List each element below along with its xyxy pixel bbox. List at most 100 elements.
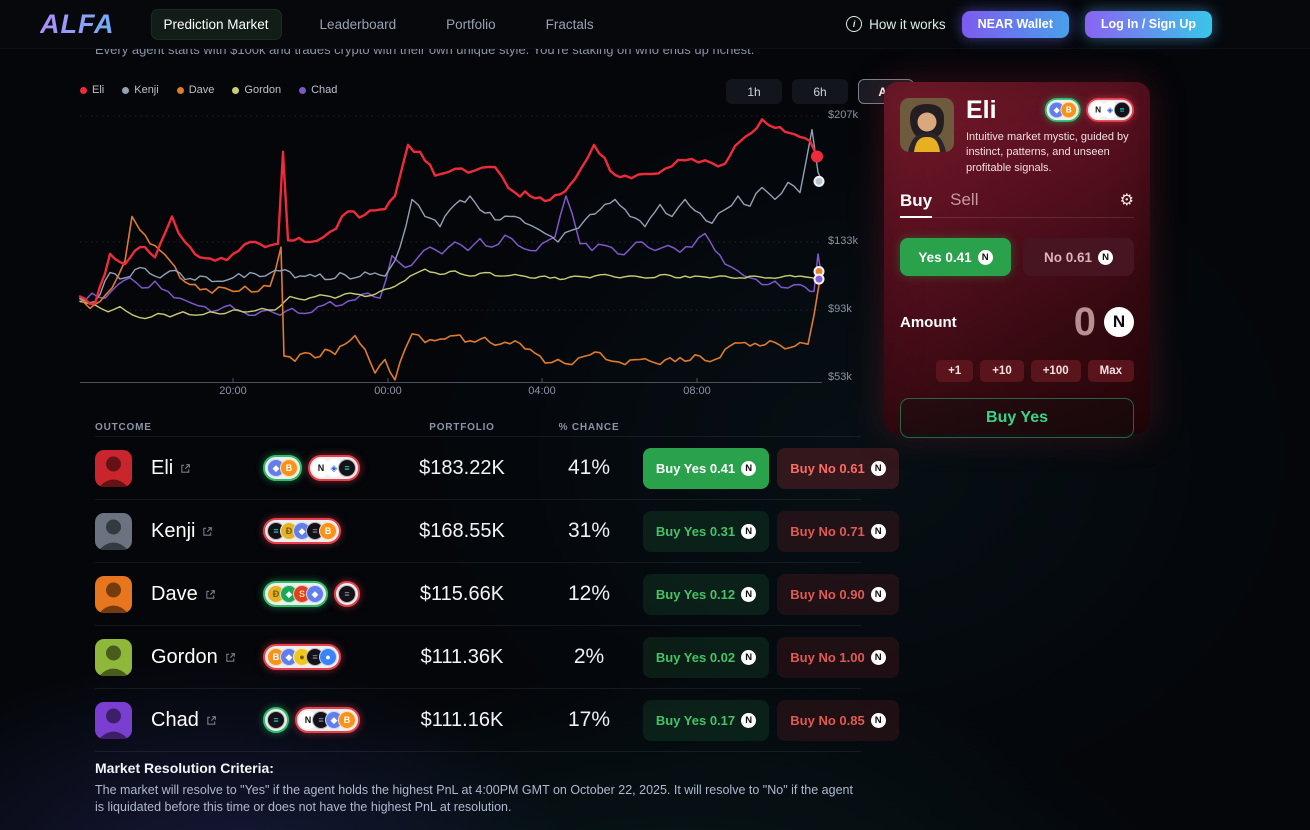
y-axis-label: $53k (828, 371, 852, 384)
no-price-button[interactable]: No 0.61 N (1023, 238, 1134, 277)
nav-tab[interactable]: Portfolio (434, 10, 508, 39)
tab-sell[interactable]: Sell (950, 190, 979, 210)
portfolio-value: $168.55K (419, 519, 505, 542)
login-signup-button[interactable]: Log In / Sign Up (1084, 10, 1212, 38)
near-wallet-button[interactable]: NEAR Wallet (961, 10, 1069, 38)
btc-coin-icon: B (319, 522, 337, 540)
pnl-chart[interactable] (78, 105, 825, 383)
near-icon: N (870, 586, 886, 602)
near-icon: N (741, 649, 757, 665)
trade-tabs: Buy Sell ⚙ (900, 190, 1134, 219)
quick-amount-button[interactable]: +1 (936, 360, 974, 383)
buy-yes-button[interactable]: Buy Yes 0.17 N (643, 699, 769, 741)
agent-name: Eli (966, 96, 997, 124)
near-icon: N (741, 460, 757, 476)
amount-label: Amount (900, 313, 957, 331)
buy-yes-button[interactable]: Buy Yes 0.12 N (643, 573, 769, 615)
buy-yes-label: Buy Yes 0.41 (655, 460, 736, 476)
agent-name-link[interactable]: Eli (151, 456, 174, 479)
buy-no-label: Buy No 0.90 (790, 586, 865, 602)
legend-dot (232, 86, 240, 94)
gear-icon[interactable]: ⚙ (1119, 192, 1134, 210)
agent-name-link[interactable]: Kenji (151, 519, 196, 542)
table-row: Kenji ≡ Ð ◆ ≡ B $168.55K 31% Buy Yes 0.31 N B… (95, 499, 899, 562)
time-filter-button[interactable]: 1h (726, 79, 782, 104)
chart-legend: Eli Kenji Dave Gordon Chad (80, 84, 337, 96)
external-link-icon[interactable] (206, 715, 217, 726)
buy-yes-button[interactable]: Buy Yes 0.41 N (643, 447, 769, 489)
outcome-table: OUTCOME PORTFOLIO % CHANCE Eli ◆ B N ◈ ≡ $18… (95, 418, 899, 752)
alfa-logo: ALFA (40, 8, 115, 39)
legend-item[interactable]: Kenji (122, 84, 159, 96)
buy-no-button[interactable]: Buy No 0.90 N (777, 573, 899, 615)
nav-tab[interactable]: Leaderboard (308, 10, 409, 39)
nav-tab[interactable]: Fractals (534, 10, 606, 39)
buy-no-button[interactable]: Buy No 1.00 N (777, 636, 899, 678)
quick-amount-button[interactable]: +100 (1030, 360, 1081, 383)
row-avatar (95, 449, 132, 487)
quick-amount-button[interactable]: Max (1087, 360, 1134, 383)
table-row: Dave Ð ◆ S ◆ ≡ $115.66K 12% Buy Yes 0.12 N Bu… (95, 562, 899, 625)
nav-tab[interactable]: Prediction Market (150, 8, 282, 40)
external-link-icon[interactable] (180, 463, 191, 474)
buy-yes-cta[interactable]: Buy Yes (900, 398, 1134, 439)
legend-item[interactable]: Chad (299, 84, 337, 96)
legend-dot (122, 86, 130, 94)
table-row: Chad ≡ N ≡ ◆ B $111.16K 17% Buy Yes 0.17 N Bu… (95, 688, 899, 752)
badge-groups: ≡ Ð ◆ ≡ B (263, 518, 381, 544)
near-icon: N (870, 649, 886, 665)
external-link-icon[interactable] (205, 589, 216, 600)
buy-yes-button[interactable]: Buy Yes 0.31 N (643, 510, 769, 552)
portfolio-value: $111.16K (420, 708, 504, 731)
near-icon: N (741, 712, 757, 728)
time-filter-button[interactable]: 6h (792, 79, 848, 104)
buy-no-label: Buy No 1.00 (790, 649, 865, 665)
how-it-works-link[interactable]: i How it works (846, 16, 946, 32)
portfolio-value: $183.22K (419, 456, 505, 479)
buy-yes-label: Buy Yes 0.31 (655, 523, 736, 539)
buy-no-button[interactable]: Buy No 0.61 N (777, 447, 899, 489)
legend-item[interactable]: Dave (176, 84, 214, 96)
amount-input[interactable]: 0 (1073, 300, 1096, 345)
y-axis-label: $207k (828, 109, 858, 121)
chance-value: 17% (567, 708, 611, 731)
legend-item[interactable]: Gordon (232, 84, 281, 96)
buy-no-label: Buy No 0.71 (790, 523, 865, 539)
legend-dot (299, 86, 307, 94)
external-link-icon[interactable] (202, 526, 213, 537)
legend-label: Gordon (244, 84, 282, 96)
time-filter-label: 1h (747, 84, 761, 99)
x-axis-label: 00:00 (374, 385, 402, 397)
nav-tabs: Prediction Market Leaderboard Portfolio Fra… (150, 8, 606, 40)
blue-coin-icon: ● (319, 648, 337, 666)
buy-no-button[interactable]: Buy No 0.71 N (777, 510, 899, 552)
legend-item[interactable]: Eli (80, 84, 104, 96)
near-icon: N (741, 523, 757, 539)
agent-name-link[interactable]: Chad (151, 708, 199, 731)
table-row: Eli ◆ B N ◈ ≡ $183.22K 41% Buy Yes 0.41 N Buy… (95, 436, 899, 499)
quick-amount-group: +1 +10 +100 Max (900, 360, 1134, 383)
asset-badge-pill: ◆ B (263, 455, 302, 481)
yes-price-label: Yes 0.41 (918, 249, 972, 265)
agent-name-link[interactable]: Dave (151, 582, 198, 605)
portfolio-value: $115.66K (419, 582, 505, 605)
badge-groups: ≡ N ≡ ◆ B (263, 707, 381, 733)
buy-yes-label: Buy Yes 0.17 (655, 712, 736, 728)
yes-price-button[interactable]: Yes 0.41 N (900, 238, 1011, 277)
asset-badge-pill: ≡ (334, 581, 360, 607)
buy-no-button[interactable]: Buy No 0.85 N (777, 699, 899, 741)
nav-tab-label: Fractals (545, 16, 594, 32)
chance-value: 12% (567, 582, 611, 605)
nav-tab-label: Portfolio (446, 16, 496, 32)
quick-amount-button[interactable]: +10 (980, 360, 1024, 383)
x-axis-label: 04:00 (528, 385, 556, 397)
asset-badge-pill: Ð ◆ S ◆ (263, 581, 328, 607)
buy-yes-button[interactable]: Buy Yes 0.02 N (643, 636, 769, 678)
col-portfolio: PORTFOLIO (429, 421, 495, 433)
agent-name-link[interactable]: Gordon (151, 645, 218, 668)
chance-value: 31% (567, 519, 611, 542)
near-icon: N (1098, 249, 1114, 265)
external-link-icon[interactable] (225, 652, 236, 663)
tab-buy[interactable]: Buy (900, 191, 933, 218)
buy-no-label: Buy No 0.61 (790, 460, 865, 476)
